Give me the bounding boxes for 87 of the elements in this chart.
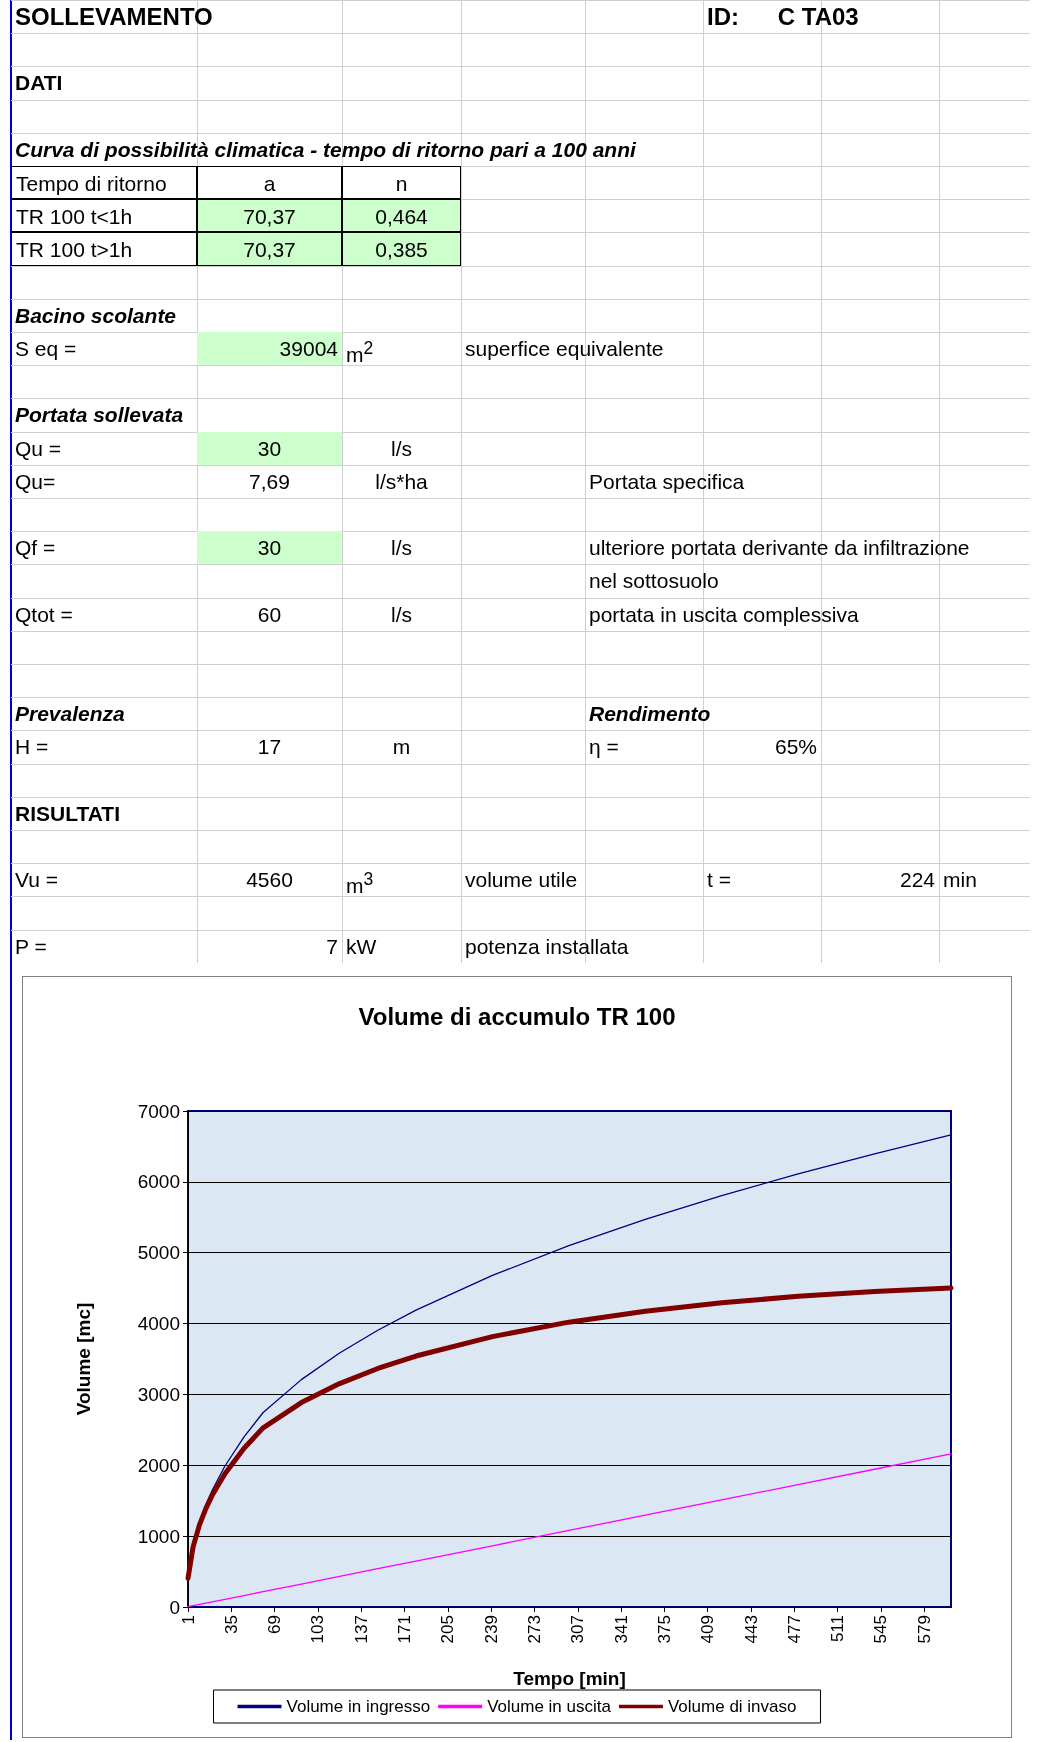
text: 65%	[773, 734, 818, 761]
text: nel sottosuolo	[588, 568, 720, 595]
text: 0,385	[342, 232, 461, 266]
text: m$^{2}$	[346, 338, 374, 366]
x-axis-title: Tempo [min]	[513, 1668, 626, 1689]
text: TR 100 t<1h	[11, 199, 197, 233]
x-tick-label: 477	[784, 1615, 804, 1644]
text: Curva di possibilità climatica - tempo di ritorno pari a 100 anni	[14, 136, 637, 163]
text: l/s*ha	[374, 468, 429, 495]
text: portata in uscita complessiva	[588, 601, 860, 628]
text: Vu =	[15, 868, 59, 892]
text: a	[197, 166, 342, 200]
text: ID:	[707, 3, 739, 30]
text: Qtot =	[15, 602, 73, 626]
legend-label: Volume in uscita	[487, 1697, 612, 1716]
text: 4560	[245, 867, 294, 894]
text: superfice equivalente	[464, 336, 665, 362]
x-tick-label: 35	[221, 1615, 241, 1634]
text: P =	[15, 934, 47, 958]
text: Qu=	[15, 469, 56, 493]
y-tick-label: 3000	[137, 1383, 180, 1405]
text: 39004	[197, 332, 342, 366]
x-tick-label: 1	[178, 1615, 198, 1625]
text: potenza installata	[464, 933, 630, 960]
x-tick-label: 443	[741, 1615, 761, 1644]
text: 224	[898, 867, 936, 894]
text: kW	[346, 934, 377, 958]
text: volume utile	[465, 868, 578, 892]
text: 0,464	[342, 199, 461, 233]
text: l/s	[390, 601, 413, 628]
x-tick-label: 171	[395, 1615, 415, 1644]
x-tick-label: 307	[568, 1615, 588, 1644]
text: m	[391, 734, 412, 761]
text: m$^{3}$	[346, 869, 374, 898]
y-tick-label: 1000	[137, 1525, 180, 1547]
x-tick-label: 511	[828, 1615, 848, 1643]
text: 30	[197, 531, 342, 565]
y-axis-title: Volume [mc]	[73, 1302, 94, 1416]
text: C TA03	[776, 2, 860, 32]
text: Qf =	[15, 536, 56, 560]
text: Qu =	[15, 436, 62, 460]
text: S eq =	[15, 337, 77, 360]
text: Bacino scolante	[14, 302, 178, 329]
text: SOLLEVAMENTO	[14, 2, 214, 32]
x-tick-label: 69	[265, 1615, 285, 1634]
text: n	[342, 166, 461, 200]
text: η =	[589, 735, 619, 759]
text: l/s	[390, 435, 413, 462]
x-tick-label: 545	[871, 1615, 891, 1644]
text: H =	[15, 735, 49, 759]
text: 70,37	[197, 199, 342, 233]
y-tick-label: 7000	[137, 1100, 180, 1122]
legend-label: Volume di invaso	[667, 1697, 797, 1716]
y-tick-label: 0	[169, 1596, 180, 1618]
text: t =	[707, 868, 731, 892]
text: Tempo di ritorno	[11, 166, 197, 200]
text: RISULTATI	[14, 800, 121, 827]
text: Rendimento	[588, 701, 712, 728]
y-tick-label: 5000	[137, 1242, 180, 1264]
y-tick-label: 6000	[137, 1171, 180, 1193]
text: 17	[256, 734, 283, 761]
x-tick-label: 341	[611, 1615, 631, 1644]
text: 7,69	[248, 468, 291, 495]
text: TR 100 t>1h	[11, 232, 197, 266]
chart-title: Volume di accumulo TR 100	[358, 1002, 676, 1030]
text: l/s	[390, 535, 413, 562]
text: 70,37	[197, 232, 342, 266]
text: min	[942, 867, 978, 894]
x-tick-label: 579	[914, 1615, 934, 1644]
x-tick-label: 205	[438, 1615, 458, 1644]
y-tick-label: 4000	[137, 1313, 180, 1335]
text: Prevalenza	[15, 702, 125, 726]
text: 7	[325, 933, 339, 960]
x-tick-label: 273	[524, 1615, 544, 1644]
x-tick-label: 137	[351, 1615, 371, 1644]
text: Portata specifica	[588, 468, 746, 495]
y-tick-label: 2000	[137, 1454, 180, 1476]
x-tick-label: 409	[698, 1615, 718, 1644]
text: 30	[197, 431, 342, 465]
legend-label: Volume in ingresso	[286, 1697, 431, 1716]
text: Portata sollevata	[14, 402, 185, 429]
text: 60	[256, 601, 283, 628]
text: DATI	[14, 70, 64, 97]
x-tick-label: 239	[481, 1615, 501, 1644]
x-tick-label: 103	[308, 1615, 328, 1644]
text: ulteriore portata derivante da infiltrazione	[588, 535, 971, 562]
x-tick-label: 375	[654, 1615, 674, 1644]
